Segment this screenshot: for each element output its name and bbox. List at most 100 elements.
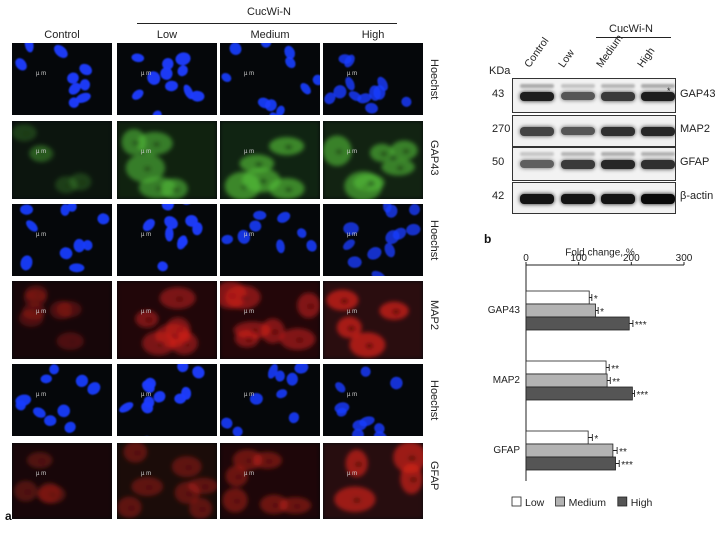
kda-42: 42 xyxy=(492,190,505,202)
micrograph-image xyxy=(323,443,423,519)
error-bar xyxy=(615,460,620,467)
blot-band xyxy=(601,160,635,170)
blot-treatment-line xyxy=(596,37,671,38)
micrograph-image xyxy=(221,43,320,115)
micrograph-map2-high: µ m xyxy=(323,281,423,359)
significance-label: * xyxy=(594,294,598,305)
scale-bar-label: µ m xyxy=(36,71,47,77)
bar-gap43-low xyxy=(525,290,590,305)
blot-band xyxy=(641,127,675,137)
blot-band xyxy=(601,194,635,204)
error-bar xyxy=(607,377,611,384)
scale-bar-label: µ m xyxy=(244,392,255,398)
micrograph-image xyxy=(20,204,110,273)
legend-label-medium: Medium xyxy=(569,497,607,509)
micrograph-image xyxy=(12,281,112,359)
significance-label: *** xyxy=(635,320,647,331)
micrograph-image xyxy=(119,364,205,414)
blot-strip-β-actin xyxy=(512,182,676,214)
micrograph-image xyxy=(334,366,403,436)
scale-bar-label: µ m xyxy=(347,392,358,398)
significance-label: ** xyxy=(612,377,620,388)
scale-bar-label: µ m xyxy=(36,471,47,477)
legend-swatch-low xyxy=(511,496,522,507)
micrograph-map2-control: µ m xyxy=(12,281,112,359)
scale-bar-label: µ m xyxy=(347,149,358,155)
protein-label-gap43: GAP43 xyxy=(680,87,716,100)
scale-bar-label: µ m xyxy=(36,309,47,315)
protein-label-gfap: GFAP xyxy=(680,156,710,168)
bar-gfap-low xyxy=(525,430,589,445)
micrograph-gap43-medium: µ m xyxy=(220,121,320,199)
blot-band xyxy=(561,127,595,136)
micrograph-image xyxy=(220,281,320,359)
micrograph-hoechst-control: µ m xyxy=(12,364,112,436)
lane-label-high: High xyxy=(635,45,658,70)
category-label-gfap: GFAP xyxy=(493,445,520,456)
blot-band xyxy=(641,194,675,204)
micrograph-gap43-low: µ m xyxy=(117,121,217,199)
panel-b-letter: b xyxy=(484,232,492,246)
blot-band-smear xyxy=(561,83,595,88)
error-bar xyxy=(612,447,618,454)
blot-treatment-label: CucWi-N xyxy=(609,23,653,35)
blot-band-smear xyxy=(601,83,635,88)
blot-strip-map2 xyxy=(512,115,676,147)
scale-bar-label: µ m xyxy=(244,471,255,477)
micrograph-hoechst-low: µ m xyxy=(117,204,217,276)
lane-label-control: Control xyxy=(522,35,552,70)
micrograph-image xyxy=(117,443,217,519)
lane-label-low: Low xyxy=(556,47,578,70)
scale-bar-label: µ m xyxy=(347,309,358,315)
error-bar xyxy=(595,307,599,314)
row-label-hoechst: Hoechst xyxy=(428,220,440,261)
x-tick-label: 100 xyxy=(570,253,587,264)
micrograph-image xyxy=(15,364,101,433)
blot-band xyxy=(561,160,595,169)
micrograph-image xyxy=(221,210,317,254)
micrograph-hoechst-control: µ m xyxy=(12,43,112,115)
category-label-map2: MAP2 xyxy=(493,375,521,386)
micrograph-gfap-high: µ m xyxy=(323,443,423,519)
scale-bar-label: µ m xyxy=(347,471,358,477)
blot-band-smear xyxy=(520,83,554,88)
micrograph-gap43-control: µ m xyxy=(12,121,112,199)
blot-band xyxy=(520,91,554,102)
error-bar xyxy=(588,434,593,441)
significance-label: ** xyxy=(611,364,619,375)
condition-label-low: Low xyxy=(156,29,178,41)
legend-label-high: High xyxy=(631,497,653,509)
micrograph-hoechst-low: µ m xyxy=(117,364,217,436)
protein-label-map2: MAP2 xyxy=(680,123,710,135)
blot-band-smear xyxy=(641,83,675,88)
blot-band xyxy=(520,127,554,136)
micrograph-hoechst-medium: µ m xyxy=(220,204,320,276)
legend-swatch-high xyxy=(617,496,628,507)
scale-bar-label: µ m xyxy=(347,232,358,238)
micrograph-image xyxy=(117,281,217,359)
micrograph-image xyxy=(15,43,92,108)
blot-band xyxy=(561,194,595,204)
lane-label-medium: Medium xyxy=(594,32,626,70)
blot-band xyxy=(601,127,635,137)
significance-label: * xyxy=(594,434,598,445)
condition-label-high: High xyxy=(361,29,385,41)
blot-band xyxy=(520,160,554,169)
x-tick-label: 200 xyxy=(623,253,640,264)
bar-map2-low xyxy=(525,360,607,375)
bar-map2-high xyxy=(525,386,633,401)
blot-band xyxy=(641,160,675,170)
micrograph-image xyxy=(142,204,203,272)
scale-bar-label: µ m xyxy=(141,471,152,477)
micrograph-hoechst-low: µ m xyxy=(117,43,217,115)
treatment-group-label: CucWi-N xyxy=(247,6,291,18)
blot-asterisk: * xyxy=(667,86,671,96)
treatment-group-line xyxy=(137,23,397,24)
error-bar xyxy=(589,294,593,301)
x-tick-label: 0 xyxy=(523,253,529,264)
kda-270: 270 xyxy=(492,123,511,135)
micrograph-image xyxy=(131,52,205,115)
micrograph-image xyxy=(220,121,320,199)
row-label-map2: MAP2 xyxy=(428,300,440,330)
micrograph-image xyxy=(12,443,112,519)
